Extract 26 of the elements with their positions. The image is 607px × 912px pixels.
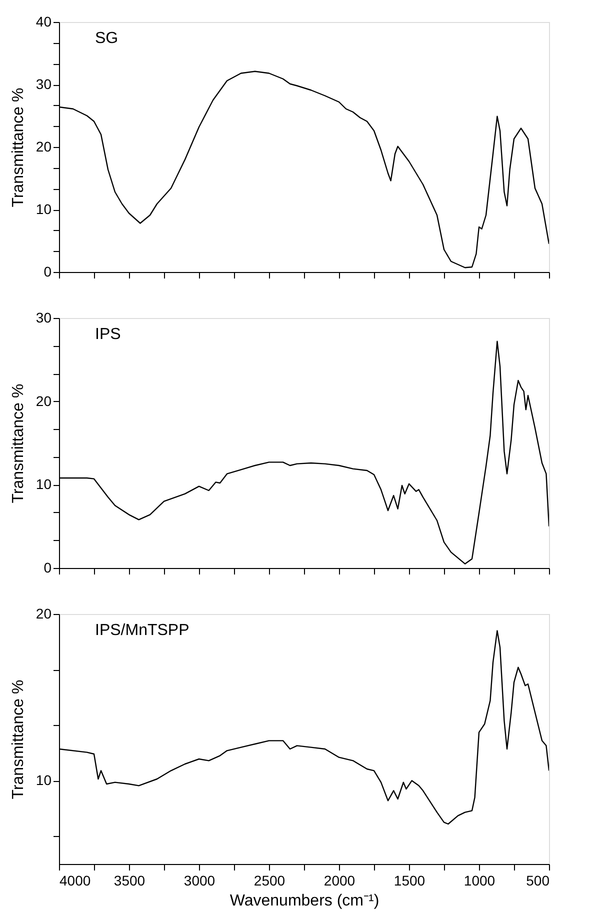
x-tick-label: 1500 [394, 872, 426, 888]
y-axis-title: Transmittance % [10, 384, 27, 504]
y-tick-label: 20 [36, 392, 52, 409]
y-tick-label: 20 [36, 606, 52, 622]
x-axis-title: Wavenumbers (cm⁻¹) [230, 892, 380, 910]
x-tick-label: 2000 [324, 872, 356, 888]
y-axis-title: Transmittance % [10, 680, 27, 800]
y-tick-label: 20 [36, 138, 52, 154]
y-tick-label: 10 [36, 201, 52, 217]
chart-title: IPS/MnTSPP [95, 622, 190, 639]
x-tick-label: 3000 [184, 872, 216, 888]
x-tick-label: 3500 [114, 872, 146, 888]
y-tick-label: 40 [36, 14, 52, 30]
y-tick-label: 30 [36, 76, 52, 92]
y-tick-label: 10 [36, 772, 52, 788]
y-tick-label: 10 [36, 476, 52, 492]
y-tick-label: 0 [44, 560, 52, 576]
y-tick-label: 0 [44, 264, 52, 280]
x-tick-label: 2500 [254, 872, 286, 888]
text: IPS [95, 326, 121, 343]
x-tick-label: 4000 [60, 872, 91, 888]
x-tick-label: 500 [526, 872, 550, 888]
chart-title: SG [95, 30, 118, 47]
y-axis-title: Transmittance % [10, 88, 27, 208]
x-tick-label: 1000 [464, 872, 496, 888]
y-tick-label: 30 [36, 310, 52, 326]
